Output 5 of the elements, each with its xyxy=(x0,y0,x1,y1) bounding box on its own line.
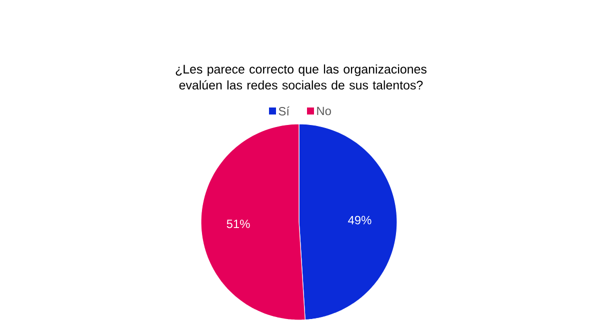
legend-label: Sí xyxy=(278,106,290,116)
data-label: 49% xyxy=(348,216,372,224)
chart-title: ¿Les parece correcto que las organizaciones evalúen las redes sociales de sus talentos? xyxy=(176,64,426,90)
data-label: 51% xyxy=(226,220,250,228)
legend-label: No xyxy=(317,106,331,116)
